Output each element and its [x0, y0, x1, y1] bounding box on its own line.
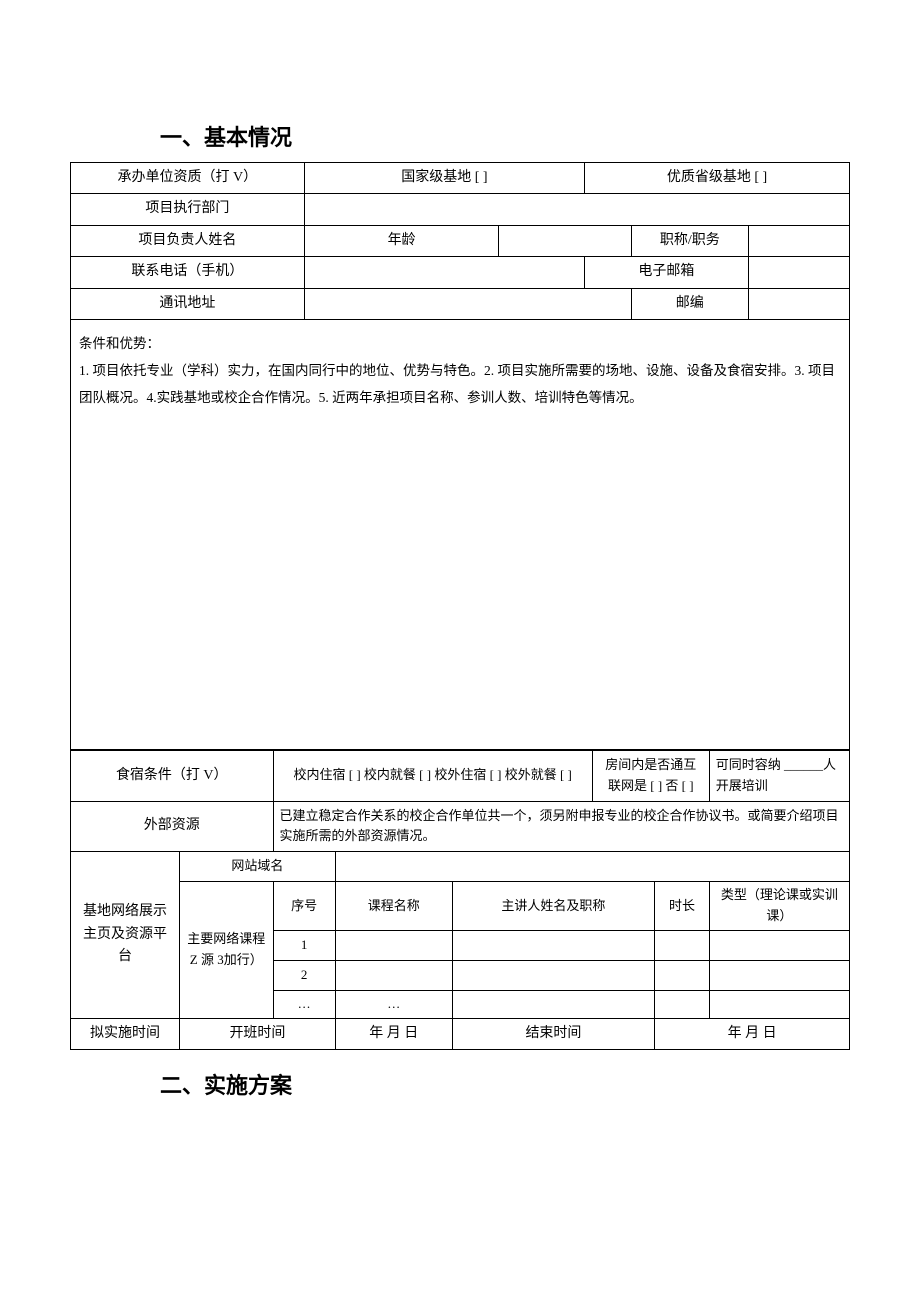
- section2-title: 二、实施方案: [160, 1068, 850, 1100]
- phone-value[interactable]: [304, 257, 584, 288]
- schedule-label: 拟实施时间: [71, 1018, 180, 1049]
- col-seq: 序号: [273, 882, 335, 931]
- zip-label: 邮编: [631, 288, 748, 319]
- col-duration: 时长: [655, 882, 710, 931]
- course-row3-name: …: [335, 990, 452, 1018]
- lodging-options[interactable]: 校内住宿 [ ] 校内就餐 [ ] 校外住宿 [ ] 校外就餐 [ ]: [273, 750, 592, 801]
- capacity-option[interactable]: 可同时容纳 ______人开展培训: [709, 750, 849, 801]
- national-base-option[interactable]: 国家级基地 [ ]: [304, 163, 584, 194]
- address-label: 通讯地址: [71, 288, 305, 319]
- course-row1-name[interactable]: [335, 930, 452, 960]
- phone-label: 联系电话（手机）: [71, 257, 305, 288]
- age-value[interactable]: [499, 225, 631, 256]
- course-row1-type[interactable]: [709, 930, 849, 960]
- domain-label: 网站域名: [180, 852, 336, 882]
- age-label: 年龄: [304, 225, 499, 256]
- conditions-description: 条件和优势： 1. 项目依托专业（学科）实力，在国内同行中的地位、优势与特色。2…: [70, 320, 850, 750]
- exec-dept-value[interactable]: [304, 194, 849, 225]
- email-value[interactable]: [748, 257, 849, 288]
- exec-dept-label: 项目执行部门: [71, 194, 305, 225]
- course-row3-speaker[interactable]: [452, 990, 655, 1018]
- course-row1-speaker[interactable]: [452, 930, 655, 960]
- course-row2-seq: 2: [273, 960, 335, 990]
- internet-option[interactable]: 房间内是否通互联网是 [ ] 否 [ ]: [592, 750, 709, 801]
- section1-title: 一、基本情况: [160, 120, 850, 152]
- address-value[interactable]: [304, 288, 631, 319]
- external-text: 已建立稳定合作关系的校企合作单位共一个，须另附申报专业的校企合作协议书。或简要介…: [273, 801, 849, 852]
- course-row3-type[interactable]: [709, 990, 849, 1018]
- lodging-label: 食宿条件（打 V）: [71, 750, 274, 801]
- start-value[interactable]: 年 月 日: [335, 1018, 452, 1049]
- course-row1-seq: 1: [273, 930, 335, 960]
- title-label: 职称/职务: [631, 225, 748, 256]
- details-table: 食宿条件（打 V） 校内住宿 [ ] 校内就餐 [ ] 校外住宿 [ ] 校外就…: [70, 750, 850, 1050]
- provincial-base-option[interactable]: 优质省级基地 [ ]: [585, 163, 850, 194]
- start-label: 开班时间: [180, 1018, 336, 1049]
- course-row2-speaker[interactable]: [452, 960, 655, 990]
- course-row3-seq: …: [273, 990, 335, 1018]
- title-value[interactable]: [748, 225, 849, 256]
- external-label: 外部资源: [71, 801, 274, 852]
- col-type: 类型（理论课或实训课）: [709, 882, 849, 931]
- qualification-label: 承办单位资质（打 V）: [71, 163, 305, 194]
- course-row3-duration[interactable]: [655, 990, 710, 1018]
- email-label: 电子邮箱: [585, 257, 749, 288]
- col-name: 课程名称: [335, 882, 452, 931]
- leader-name-label: 项目负责人姓名: [71, 225, 305, 256]
- course-row2-type[interactable]: [709, 960, 849, 990]
- course-row2-name[interactable]: [335, 960, 452, 990]
- end-value[interactable]: 年 月 日: [655, 1018, 850, 1049]
- platform-label: 基地网络展示主页及资源平台: [71, 852, 180, 1018]
- course-res-label: 主要网络课程 Z 源 3加行）: [180, 882, 273, 1018]
- end-label: 结束时间: [452, 1018, 655, 1049]
- course-row1-duration[interactable]: [655, 930, 710, 960]
- course-row2-duration[interactable]: [655, 960, 710, 990]
- desc-body: 1. 项目依托专业（学科）实力，在国内同行中的地位、优势与特色。2. 项目实施所…: [79, 357, 841, 411]
- zip-value[interactable]: [748, 288, 849, 319]
- domain-value[interactable]: [335, 852, 849, 882]
- basic-info-table: 承办单位资质（打 V） 国家级基地 [ ] 优质省级基地 [ ] 项目执行部门 …: [70, 162, 850, 320]
- desc-heading: 条件和优势：: [79, 330, 841, 357]
- col-speaker: 主讲人姓名及职称: [452, 882, 655, 931]
